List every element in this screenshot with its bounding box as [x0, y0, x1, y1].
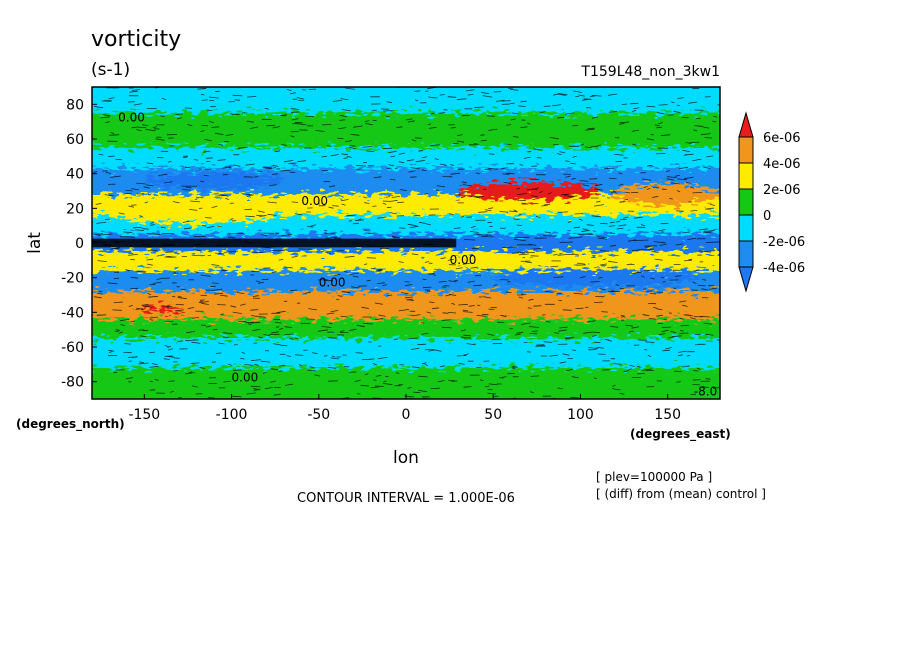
- y-tick-label: 0: [75, 236, 84, 252]
- vorticity-band: [92, 251, 720, 271]
- y-axis-units: (degrees_north): [16, 417, 125, 432]
- contour-lines: [92, 87, 720, 399]
- vorticity-patch: [458, 182, 598, 200]
- contour-labels: 0.00 0.00 0.00 0.00 0.00 -8.0: [118, 111, 717, 399]
- contour-label: 0.00: [301, 194, 328, 208]
- y-axis-ticks: -80 -60 -40 -20 0 20 40 60 80: [61, 97, 97, 391]
- contour-label: 0.00: [319, 275, 346, 289]
- x-tick-label: 50: [484, 407, 502, 423]
- colorbar-label: -2e-06: [763, 235, 805, 250]
- plot-area: 0.00 0.00 0.00 0.00 0.00 -8.0: [91, 86, 721, 400]
- x-tick-label: 100: [567, 407, 594, 423]
- x-tick-label: -50: [307, 407, 330, 423]
- vorticity-patch: [144, 171, 284, 190]
- vorticity-patch: [118, 206, 276, 224]
- contour-label: 0.00: [232, 371, 259, 385]
- x-axis-label: lon: [393, 448, 419, 468]
- colorbar-max-arrow: [738, 111, 754, 138]
- y-tick-label: -40: [61, 305, 84, 321]
- colorbar-label: 2e-06: [763, 183, 801, 198]
- colorbar-segment: [738, 240, 754, 268]
- colorbar-label: 4e-06: [763, 157, 801, 172]
- y-tick-label: -60: [61, 340, 84, 356]
- vorticity-field: [92, 87, 720, 399]
- colorbar-segment: [738, 214, 754, 242]
- contour-interval-text: CONTOUR INTERVAL = 1.000E-06: [297, 491, 515, 506]
- footnote-diff: [ (diff) from (mean) control ]: [596, 487, 766, 501]
- chart-title: vorticity: [91, 27, 181, 52]
- y-tick-label: 20: [66, 201, 84, 217]
- colorbar-min-arrow: [738, 266, 754, 293]
- contour-label: 0.00: [118, 111, 145, 125]
- colorbar-segment: [738, 136, 754, 164]
- y-tick-label: -80: [61, 375, 84, 391]
- x-axis-ticks: -150 -100 -50 0 50 100 150: [128, 394, 681, 423]
- x-tick-label: 0: [402, 407, 411, 423]
- equatorial-contour-cluster: [92, 238, 457, 248]
- vorticity-band: [92, 338, 720, 368]
- y-tick-label: -20: [61, 271, 84, 287]
- colorbar-segment: [738, 188, 754, 216]
- x-tick-label: -150: [128, 407, 160, 423]
- vorticity-patch: [615, 184, 720, 205]
- vorticity-patch: [493, 269, 703, 287]
- contour-texture: [92, 87, 720, 399]
- y-tick-label: 40: [66, 167, 84, 183]
- contour-label: 0.00: [450, 253, 477, 267]
- contour-label: -8.0: [694, 385, 717, 399]
- colorbar-label: 6e-06: [763, 131, 801, 146]
- vorticity-band: [92, 87, 720, 113]
- chart-units: (s-1): [91, 60, 130, 80]
- y-axis-label: lat: [25, 232, 45, 254]
- x-tick-label: -100: [216, 407, 248, 423]
- y-tick-label: 80: [66, 97, 84, 113]
- vorticity-band: [92, 291, 720, 320]
- run-label: T159L48_non_3kw1: [580, 64, 720, 80]
- colorbar-segment: [738, 162, 754, 190]
- colorbar: 6e-06 4e-06 2e-06 0 -2e-06 -4e-06: [738, 111, 805, 293]
- x-axis-units: (degrees_east): [630, 427, 731, 442]
- vorticity-band: [92, 147, 720, 169]
- colorbar-label: 0: [763, 209, 771, 224]
- y-tick-label: 60: [66, 132, 84, 148]
- x-tick-label: 150: [654, 407, 681, 423]
- vorticity-band: [92, 319, 720, 339]
- vorticity-band: [92, 113, 720, 148]
- footnote-plev: [ plev=100000 Pa ]: [596, 470, 712, 484]
- colorbar-label: -4e-06: [763, 261, 805, 276]
